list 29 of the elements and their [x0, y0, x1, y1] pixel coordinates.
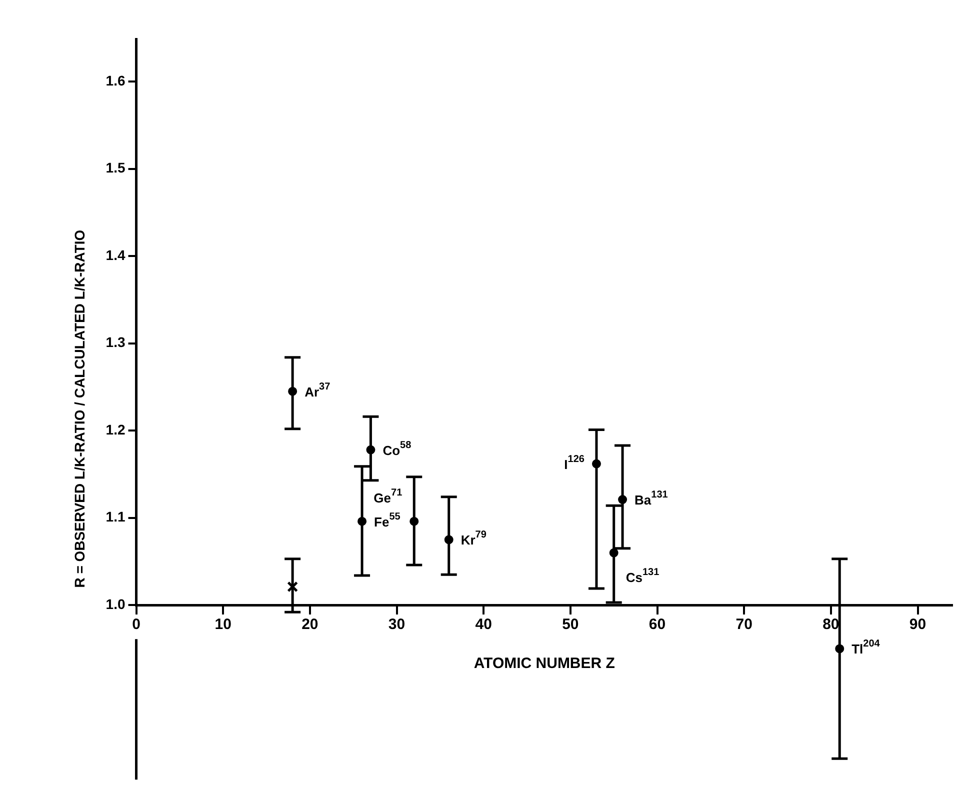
- x-tick-label: 20: [302, 616, 318, 634]
- point: [287, 581, 298, 592]
- y-tick-label: 1.5: [106, 160, 126, 176]
- y-tick-label: 1.4: [106, 246, 126, 263]
- y-tick-label: 1.0: [106, 596, 126, 612]
- x-tick-label: 70: [736, 616, 752, 634]
- point: [410, 516, 419, 526]
- point: [366, 445, 376, 454]
- point: [609, 548, 618, 558]
- x-axis-title: ATOMIC NUMBER Z: [474, 655, 615, 672]
- y-axis-title: R = OBSERVED L/K-RATIO / CALCULATED L/K-RATIO: [71, 230, 88, 588]
- x-tick-label: 0: [132, 616, 140, 634]
- y-tick-label: 1.2: [106, 421, 126, 438]
- point: [358, 516, 367, 526]
- point: [835, 644, 844, 654]
- x-tick-label: 80: [822, 616, 840, 634]
- point: [592, 459, 601, 468]
- x-tick-label: 60: [648, 616, 666, 634]
- y-tick-label: 1.1: [106, 508, 126, 525]
- x-tick-label: 90: [909, 616, 926, 634]
- x-tick-label: 30: [388, 616, 406, 634]
- point: [618, 495, 628, 504]
- point: [288, 386, 298, 396]
- x-tick-label: 50: [562, 616, 579, 634]
- y-tick-label: 1.6: [106, 72, 126, 88]
- point: [444, 535, 454, 544]
- x-tick-label: 10: [214, 616, 232, 634]
- y-tick-label: 1.3: [106, 334, 126, 350]
- x-tick-label: 40: [475, 616, 492, 634]
